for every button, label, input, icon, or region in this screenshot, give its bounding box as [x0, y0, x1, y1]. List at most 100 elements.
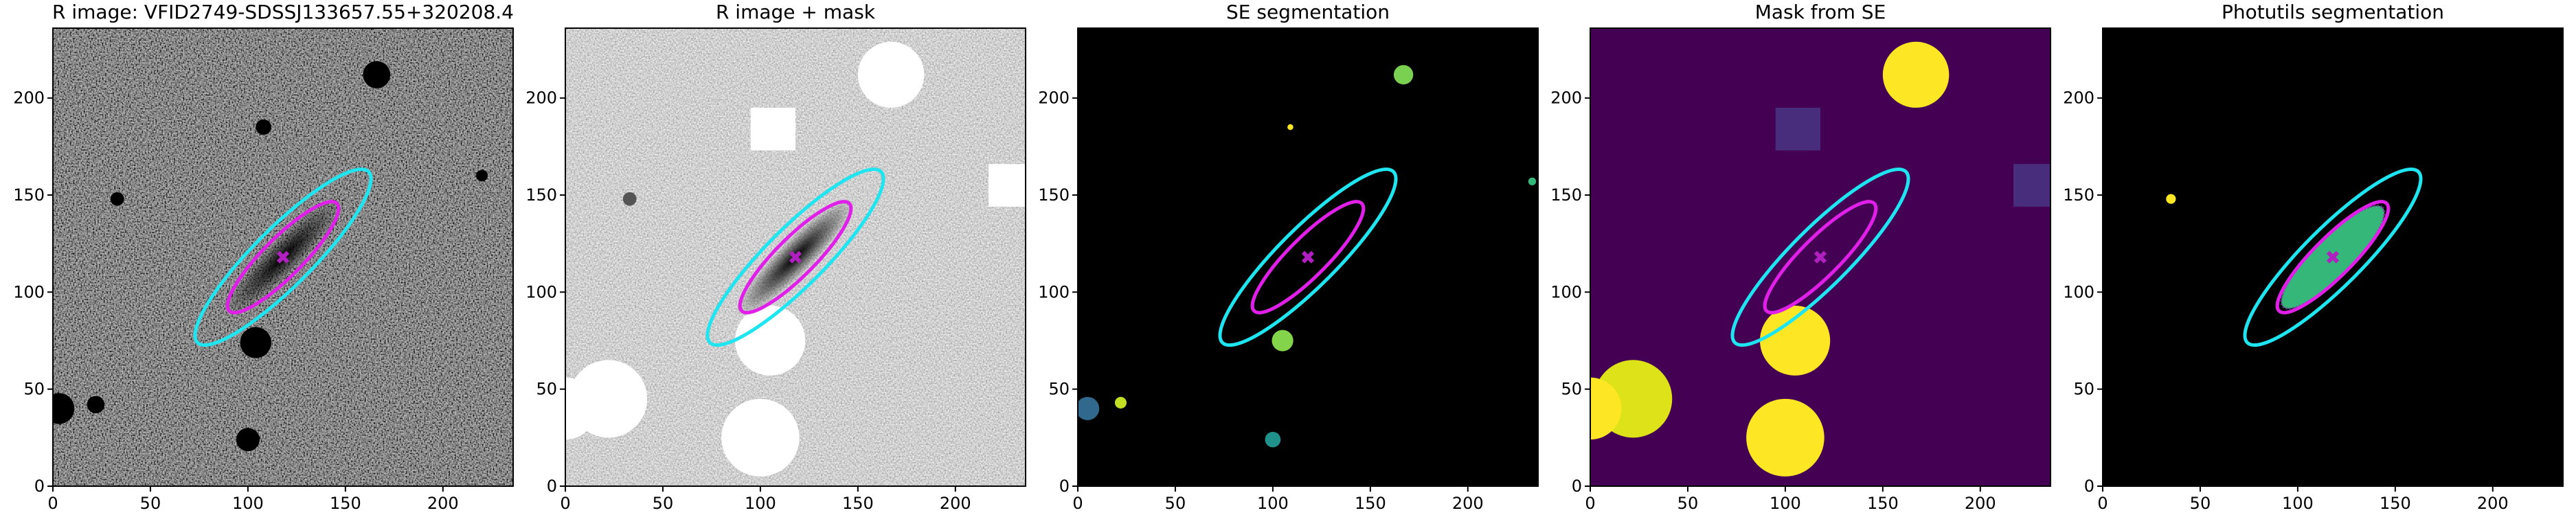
x-tick-label: 50 — [2190, 494, 2211, 513]
source — [363, 61, 391, 89]
outer-ellipse — [1218, 167, 1398, 347]
x-tick-label: 100 — [232, 494, 264, 513]
source — [240, 327, 271, 358]
x-tick-label: 100 — [1770, 494, 1801, 513]
axes-frame — [52, 27, 514, 487]
mask — [1759, 306, 1831, 376]
outer-ellipse — [1730, 167, 1910, 347]
center-marker — [1301, 251, 1315, 264]
x-tick-label: 50 — [1165, 494, 1186, 513]
panel: Mask from SE 0 50 100 150 200 0 50 100 150 200 — [1550, 1, 2051, 513]
segment — [1393, 65, 1414, 84]
x-tick-label: 50 — [140, 494, 161, 513]
center-marker — [1814, 251, 1827, 264]
segment — [1287, 124, 1293, 130]
mask — [1775, 107, 1820, 151]
mask — [2013, 163, 2050, 207]
x-tick-label: 150 — [1355, 494, 1386, 513]
image — [1590, 28, 2050, 486]
segment — [1528, 177, 1537, 185]
source — [87, 396, 105, 414]
x-tick-label: 150 — [842, 494, 874, 513]
y-tick-label: 50 — [23, 380, 45, 399]
y-tick-label: 100 — [13, 282, 45, 301]
y-tick-label: 50 — [536, 380, 557, 399]
source — [622, 192, 637, 206]
source — [53, 393, 75, 424]
y-tick-label: 150 — [2063, 185, 2094, 205]
x-tick-label: 100 — [1257, 494, 1289, 513]
outer-ellipse — [705, 167, 885, 347]
x-tick-label: 0 — [560, 494, 570, 513]
center-marker — [789, 251, 802, 264]
axes-frame — [1590, 27, 2051, 487]
inner-ellipse — [1250, 200, 1366, 314]
y-tick-label: 200 — [13, 89, 45, 108]
inner-ellipse — [2275, 200, 2391, 314]
axes-frame — [2102, 27, 2564, 487]
panel-title: R image + mask — [716, 1, 876, 23]
y-tick-label: 200 — [526, 89, 557, 108]
source — [256, 119, 271, 135]
y-tick-label: 150 — [1038, 185, 1070, 205]
segment — [1265, 431, 1281, 448]
x-tick-label: 0 — [2097, 494, 2108, 513]
x-tick-label: 0 — [47, 494, 58, 513]
y-tick-label: 100 — [2063, 282, 2094, 301]
y-tick-label: 0 — [34, 477, 45, 496]
y-tick-label: 50 — [2073, 380, 2094, 399]
x-tick-label: 100 — [745, 494, 776, 513]
x-tick-label: 0 — [1072, 494, 1083, 513]
y-tick-label: 0 — [547, 477, 557, 496]
y-tick-label: 0 — [2084, 477, 2094, 496]
x-tick-label: 0 — [1585, 494, 1595, 513]
y-tick-label: 50 — [1048, 380, 1070, 399]
inner-ellipse — [738, 200, 853, 314]
panel-title: Mask from SE — [1755, 1, 1886, 23]
image — [1078, 28, 1538, 486]
y-tick-label: 150 — [13, 185, 45, 205]
axes-frame — [1077, 27, 1539, 487]
mask — [721, 398, 800, 477]
outer-ellipse — [193, 167, 373, 347]
segment — [2166, 194, 2176, 204]
x-tick-label: 100 — [2282, 494, 2314, 513]
mask — [734, 306, 806, 376]
source — [236, 428, 260, 452]
x-tick-label: 200 — [2477, 494, 2509, 513]
x-tick-label: 200 — [427, 494, 459, 513]
mask — [988, 163, 1026, 207]
panel-title: Photutils segmentation — [2222, 1, 2444, 23]
image — [565, 28, 1026, 486]
y-tick-label: 100 — [526, 282, 557, 301]
segment — [1272, 330, 1293, 352]
mask — [1746, 398, 1824, 477]
segment — [1114, 396, 1127, 409]
image — [53, 28, 513, 486]
y-tick-label: 0 — [1059, 477, 1070, 496]
x-tick-label: 50 — [1677, 494, 1699, 513]
y-tick-label: 50 — [1561, 380, 1582, 399]
y-tick-label: 200 — [1550, 89, 1582, 108]
y-tick-label: 100 — [1038, 282, 1070, 301]
y-tick-label: 100 — [1550, 282, 1582, 301]
panel: SE segmentation 0 50 100 150 200 0 50 100 150 200 — [1038, 1, 1539, 513]
segment — [1078, 396, 1100, 420]
panel: Photutils segmentation 0 50 100 150 200 0 50 100… — [2063, 1, 2564, 513]
x-tick-label: 200 — [1452, 494, 1484, 513]
mask — [750, 107, 795, 151]
y-tick-label: 0 — [1572, 477, 1582, 496]
y-tick-label: 200 — [1038, 89, 1070, 108]
axes-frame — [565, 27, 1026, 487]
mask — [1590, 377, 1622, 440]
inner-ellipse — [225, 200, 341, 314]
x-tick-label: 150 — [330, 494, 361, 513]
image — [2103, 28, 2563, 486]
inner-ellipse — [1763, 200, 1878, 314]
y-tick-label: 150 — [1550, 185, 1582, 205]
y-tick-label: 150 — [526, 185, 557, 205]
y-tick-label: 200 — [2063, 89, 2094, 108]
panel-title: R image: VFID2749-SDSSJ133657.55+320208.… — [52, 1, 514, 23]
panel: R image: VFID2749-SDSSJ133657.55+320208.… — [13, 1, 514, 513]
